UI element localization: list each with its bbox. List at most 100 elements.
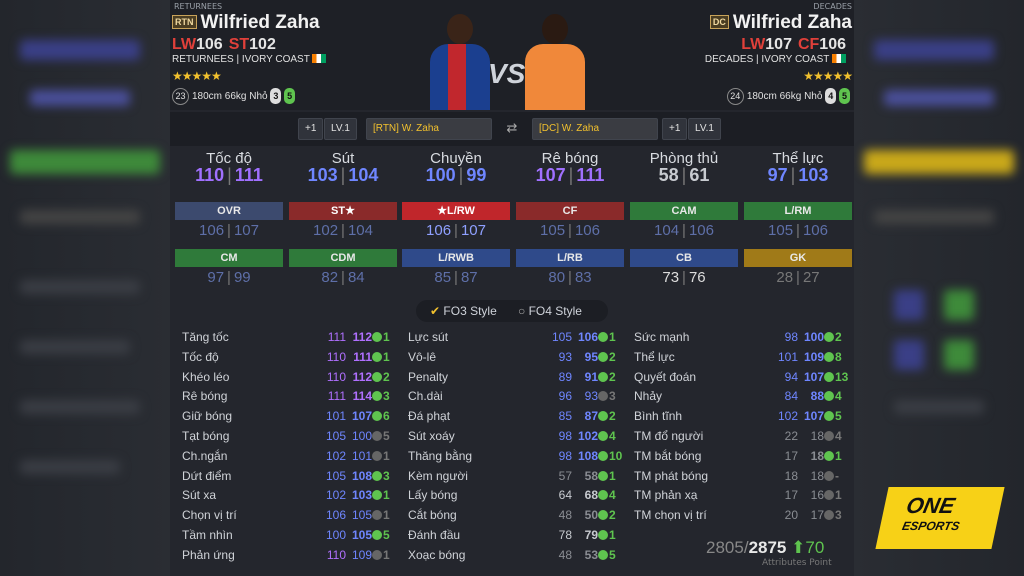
up-arrow-icon <box>598 470 608 481</box>
position-value-positions_row2-4: 73 | 76 <box>662 269 706 286</box>
category-3: Rê bóng 107 | 111 <box>535 150 605 185</box>
down-arrow-icon <box>824 490 834 501</box>
down-arrow-icon <box>372 510 382 521</box>
attribute-row: TM phản xạ 17 16 1 <box>634 488 842 503</box>
position-value-positions_row1-0: 106 | 107 <box>199 222 259 239</box>
attribute-row: Tạt bóng 105 100 5 <box>182 428 390 443</box>
up-arrow-icon <box>598 490 608 501</box>
attribute-row: Chọn vị trí 106 105 1 <box>182 508 390 523</box>
right-season-tag: DECADES <box>813 2 852 11</box>
attribute-row: Tăng tốc 111 112 1 <box>182 330 390 344</box>
right-blurred-panel <box>854 0 1024 576</box>
up-arrow-icon <box>372 332 382 342</box>
attribute-row: Penalty 89 91 2 <box>408 369 616 384</box>
category-5: Thể lực 97 | 103 <box>767 150 829 185</box>
attribute-row: Tầm nhìn 100 105 5 <box>182 527 390 542</box>
position-positions_row1-3: CF <box>516 202 624 220</box>
attribute-row: Sút xa 102 103 1 <box>182 488 390 503</box>
category-1: Sút 103 | 104 <box>307 150 379 185</box>
right-stars: ★★★★★ <box>803 69 853 83</box>
swap-icon[interactable]: ⇄ <box>506 121 518 136</box>
right-player-select[interactable]: [DC] W. Zaha <box>532 118 658 140</box>
position-positions_row2-1: CDM <box>289 249 397 267</box>
position-positions_row2-0: CM <box>175 249 283 267</box>
down-arrow-icon <box>372 549 382 560</box>
position-positions_row1-5: L/RM <box>744 202 852 220</box>
right-upgrade-button[interactable]: +1 <box>662 118 688 140</box>
up-arrow-icon <box>372 391 382 402</box>
position-positions_row2-3: L/RB <box>516 249 624 267</box>
attribute-row: Vô-lê 93 95 2 <box>408 349 616 364</box>
right-positions: LW107 CF106 <box>741 36 846 53</box>
attribute-row: Đá phạt 85 87 2 <box>408 409 616 424</box>
position-value-positions_row1-4: 104 | 106 <box>654 222 714 239</box>
position-positions_row2-5: GK <box>744 249 852 267</box>
radio-circle-icon: ○ <box>518 304 526 318</box>
left-player-photo <box>420 12 500 110</box>
attribute-row: Sức mạnh 98 100 2 <box>634 330 842 344</box>
right-player-name: DC Wilfried Zaha <box>709 12 852 34</box>
equal-arrow-icon <box>824 470 834 481</box>
position-value-positions_row2-1: 82 | 84 <box>321 269 365 286</box>
attribute-row: TM chọn vị trí 20 17 3 <box>634 508 842 523</box>
up-arrow-icon <box>598 450 608 461</box>
attribute-row: TM bắt bóng 17 18 1 <box>634 448 842 463</box>
down-arrow-icon <box>824 430 834 441</box>
up-arrow-icon <box>598 411 608 422</box>
attribute-column-0: Tăng tốc 111 112 1 Tốc độ 110 111 1 Khéo léo 110 1… <box>182 330 392 568</box>
left-weak-foot: 3 <box>270 88 282 104</box>
position-value-positions_row2-5: 28 | 27 <box>776 269 820 286</box>
attribute-column-2: Sức mạnh 98 100 2 Thể lực 101 109 8 Quyết đoán 94… <box>634 330 849 528</box>
left-level-button[interactable]: LV.1 <box>324 118 357 140</box>
up-arrow-icon <box>372 371 382 382</box>
right-level-button[interactable]: LV.1 <box>688 118 721 140</box>
attributes-total-label: Attributes Point <box>762 558 832 568</box>
attribute-row: Đánh đầu 78 79 1 <box>408 527 616 542</box>
attribute-row: TM đổ người 22 18 4 <box>634 428 842 443</box>
attribute-row: Thăng bằng 98 108 10 <box>408 448 623 463</box>
position-value-positions_row1-3: 105 | 106 <box>540 222 600 239</box>
position-value-positions_row2-2: 85 | 87 <box>434 269 478 286</box>
compare-bar <box>170 112 854 146</box>
check-circle-icon: ✔ <box>430 304 441 318</box>
ivory-coast-flag-icon <box>312 54 327 63</box>
up-arrow-icon <box>824 391 834 402</box>
position-positions_row1-1: ST★ <box>289 202 397 220</box>
attribute-row: Khéo léo 110 112 2 <box>182 369 390 384</box>
attribute-row: Quyết đoán 94 107 13 <box>634 369 849 384</box>
compare-panel: RETURNEES RTN Wilfried Zaha LW106 ST102 RE… <box>170 0 854 576</box>
player-header: RETURNEES RTN Wilfried Zaha LW106 ST102 RE… <box>170 0 854 110</box>
position-value-positions_row2-0: 97 | 99 <box>207 269 251 286</box>
right-meta: DECADES | IVORY COAST <box>705 54 846 65</box>
left-player-select[interactable]: [RTN] W. Zaha <box>366 118 492 140</box>
up-arrow-icon <box>372 411 382 422</box>
up-arrow-icon <box>598 529 608 540</box>
position-positions_row2-4: CB <box>630 249 738 267</box>
position-value-positions_row1-5: 105 | 106 <box>768 222 828 239</box>
attribute-row: Thể lực 101 109 8 <box>634 349 842 364</box>
left-stars: ★★★★★ <box>172 69 222 83</box>
tab-fo4-style[interactable]: ○ FO4 Style <box>518 304 582 318</box>
attribute-row: Lấy bóng 64 68 4 <box>408 488 616 503</box>
left-player-name: RTN Wilfried Zaha <box>172 12 320 34</box>
position-value-positions_row1-1: 102 | 104 <box>313 222 373 239</box>
tab-fo3-style[interactable]: ✔ FO3 Style <box>430 304 497 318</box>
attribute-row: Nhảy 84 88 4 <box>634 389 842 404</box>
attribute-row: Lực sút 105 106 1 <box>408 330 616 344</box>
up-arrow-icon <box>824 411 834 422</box>
position-positions_row2-2: L/RWB <box>402 249 510 267</box>
up-arrow-icon <box>598 332 608 342</box>
category-2: Chuyền 100 | 99 <box>425 150 487 185</box>
attribute-row: Kèm người 57 58 1 <box>408 468 616 483</box>
attributes-total: 2805/2875 ⬆70 <box>706 538 825 557</box>
up-arrow-icon <box>372 470 382 481</box>
down-arrow-icon <box>598 391 608 402</box>
one-esports-logo: ONE ESPORTS <box>875 487 1005 549</box>
right-season-badge: DC <box>709 15 729 29</box>
up-arrow-icon <box>598 351 608 362</box>
position-value-positions_row2-3: 80 | 83 <box>548 269 592 286</box>
right-skill: 5 <box>839 88 850 104</box>
up-arrow-icon: ⬆ <box>791 538 806 557</box>
attribute-row: Ch.dài 96 93 3 <box>408 389 616 404</box>
left-upgrade-button[interactable]: +1 <box>298 118 324 140</box>
